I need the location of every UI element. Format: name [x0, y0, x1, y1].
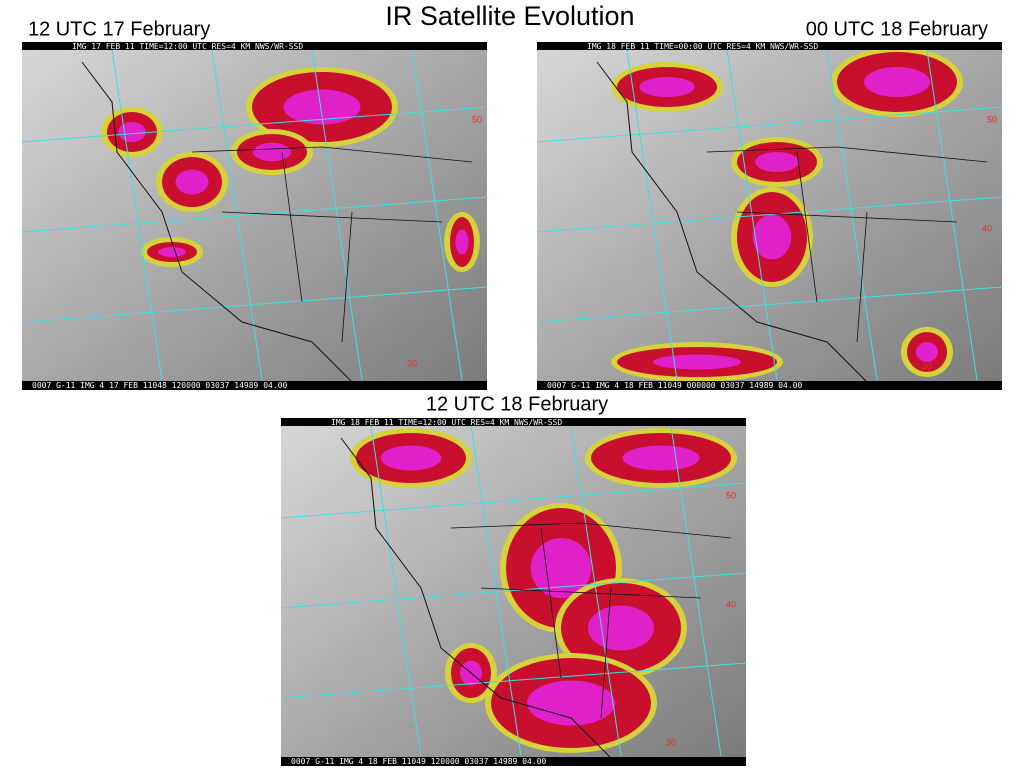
- grid-line: [411, 49, 463, 381]
- satellite-image: IMG 17 FEB 11 TIME=12:00 UTC RES=4 KM NW…: [21, 42, 488, 390]
- grid-line: [280, 662, 747, 699]
- panel-caption: 12 UTC 17 February: [28, 18, 210, 40]
- latitude-label: 30: [666, 737, 676, 747]
- coastline: [596, 61, 868, 383]
- footer-bar: [537, 381, 1002, 390]
- cloud-magenta: [864, 67, 930, 97]
- state-borders: [450, 522, 732, 719]
- cloud-magenta: [455, 229, 469, 255]
- header-text: IMG 18 FEB 11 TIME=12:00 UTC RES=4 KM NW…: [331, 418, 562, 427]
- latitude-label: 30: [407, 358, 417, 368]
- state-borders: [191, 146, 473, 343]
- panel-caption: 12 UTC 18 February: [426, 393, 608, 415]
- panel-caption: 00 UTC 18 February: [806, 18, 988, 40]
- grid-line: [926, 49, 978, 381]
- cloud-magenta: [622, 445, 700, 471]
- grid-line: [536, 106, 1003, 143]
- grid-line: [280, 482, 747, 519]
- grid-line: [536, 286, 1003, 323]
- footer-text: 0007 G-11 IMG 4 18 FEB 11049 120000 0303…: [291, 757, 546, 766]
- grid-line: [670, 425, 722, 757]
- footer-text: 0007 G-11 IMG 4 18 FEB 11049 000000 0303…: [547, 381, 802, 390]
- grid-line: [21, 106, 488, 143]
- latitude-label: 50: [472, 114, 482, 124]
- latitude-label: 30: [922, 361, 932, 371]
- cloud-magenta: [755, 152, 799, 172]
- cloud-magenta: [283, 89, 361, 125]
- grid-line: [280, 572, 747, 609]
- cloud-magenta: [527, 680, 615, 726]
- header-bar: [537, 42, 1002, 50]
- slide-title: IR Satellite Evolution: [385, 1, 634, 31]
- cloud-magenta: [252, 143, 292, 161]
- grid-line: [21, 196, 488, 233]
- latitude-label: 50: [987, 114, 997, 124]
- cloud-magenta: [530, 538, 592, 598]
- satellite-image: IMG 18 FEB 11 TIME=12:00 UTC RES=4 KM NW…: [280, 418, 747, 766]
- cloud-magenta: [588, 605, 654, 651]
- cloud-magenta: [639, 77, 695, 97]
- satellite-image: IMG 18 FEB 11 TIME=00:00 UTC RES=4 KM NW…: [536, 42, 1003, 390]
- latitude-label: 40: [982, 223, 992, 233]
- grid-line: [21, 286, 488, 323]
- grid-line: [536, 196, 1003, 233]
- grid-line: [826, 49, 878, 381]
- cloud-magenta: [175, 169, 209, 195]
- header-text: IMG 17 FEB 11 TIME=12:00 UTC RES=4 KM NW…: [72, 42, 303, 51]
- cloud-magenta: [653, 354, 741, 370]
- grid-line: [626, 49, 678, 381]
- grid-line: [570, 425, 622, 757]
- coastline: [81, 61, 353, 383]
- cloud-magenta: [380, 445, 442, 471]
- header-bar: [281, 418, 746, 426]
- footer-bar: [22, 381, 487, 390]
- cloud-magenta: [916, 342, 938, 362]
- coastline: [340, 437, 612, 759]
- latitude-label: 50: [726, 490, 736, 500]
- grid-line: [370, 425, 422, 757]
- latitude-label: 40: [726, 599, 736, 609]
- cloud-magenta: [752, 214, 792, 260]
- grid-line: [311, 49, 363, 381]
- header-text: IMG 18 FEB 11 TIME=00:00 UTC RES=4 KM NW…: [587, 42, 818, 51]
- cloud-magenta: [118, 122, 146, 142]
- footer-bar: [281, 757, 746, 766]
- grid-line: [111, 49, 163, 381]
- state-borders: [706, 146, 988, 343]
- header-bar: [22, 42, 487, 50]
- footer-text: 0007 G-11 IMG 4 17 FEB 11048 120000 0303…: [32, 381, 287, 390]
- cloud-magenta: [158, 247, 186, 257]
